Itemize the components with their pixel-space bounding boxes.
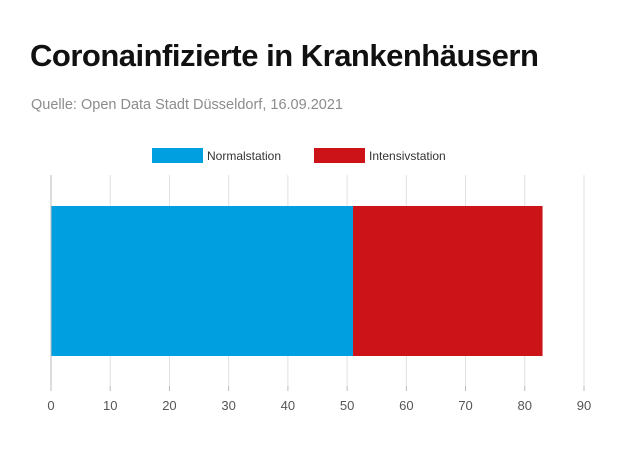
x-tick-label: 70 <box>458 398 472 413</box>
x-tick-label: 80 <box>518 398 532 413</box>
bar-normalstation <box>51 206 354 356</box>
legend: Normalstation Intensivstation <box>152 148 446 163</box>
x-tick-label: 40 <box>281 398 295 413</box>
bar-intensivstation <box>353 206 543 356</box>
x-tick-label: 30 <box>221 398 235 413</box>
x-tick-label: 0 <box>47 398 54 413</box>
x-tick-label: 20 <box>162 398 176 413</box>
x-tick-label: 10 <box>103 398 117 413</box>
legend-label-normalstation: Normalstation <box>207 149 281 163</box>
chart-title: Coronainfizierte in Krankenhäusern <box>30 38 539 73</box>
x-axis: 0 10 20 30 40 50 60 70 80 90 <box>47 175 591 413</box>
x-tick-label: 90 <box>577 398 591 413</box>
legend-swatch-intensivstation <box>314 148 365 163</box>
legend-swatch-normalstation <box>152 148 203 163</box>
x-tick-label: 60 <box>399 398 413 413</box>
x-tick-label: 50 <box>340 398 354 413</box>
bars <box>51 206 543 356</box>
chart-source: Quelle: Open Data Stadt Düsseldorf, 16.0… <box>31 97 343 113</box>
legend-label-intensivstation: Intensivstation <box>369 149 446 163</box>
